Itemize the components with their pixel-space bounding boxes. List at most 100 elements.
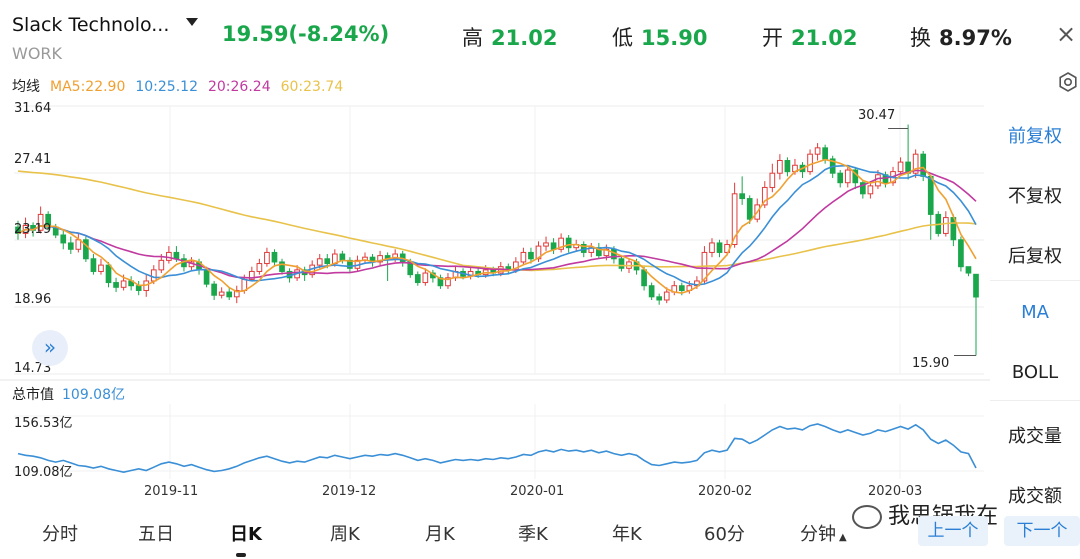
turnover-stat: 换 8.97% <box>910 22 1012 52</box>
candle-body <box>822 147 828 160</box>
open-value: 21.02 <box>791 26 858 50</box>
candle-body <box>897 161 904 173</box>
low-label: 低 <box>612 26 633 50</box>
candle-body <box>761 186 768 206</box>
candle-body <box>777 160 783 174</box>
menu-ma[interactable]: MA <box>1021 302 1049 323</box>
menu-unadjusted[interactable]: 不复权 <box>1008 186 1062 207</box>
candle-body <box>83 239 89 260</box>
min-price-marker: 15.90 <box>912 356 950 371</box>
candle-body <box>316 258 323 266</box>
tab-five-day[interactable]: 五日 <box>138 524 174 545</box>
ma10-line <box>17 164 977 286</box>
close-icon[interactable]: × <box>1056 20 1077 48</box>
tab-weekly-k[interactable]: 周K <box>330 524 360 545</box>
next-stock-button[interactable]: 下一个 <box>1004 516 1080 546</box>
candle-body <box>965 266 972 274</box>
low-value: 15.90 <box>641 26 708 50</box>
candle-body <box>656 296 663 301</box>
candle-body <box>973 273 979 298</box>
candle-body <box>694 280 700 287</box>
candle-body <box>558 237 564 250</box>
candle-body <box>837 172 844 184</box>
menu-volume[interactable]: 成交量 <box>1008 426 1062 447</box>
tab-monthly-k[interactable]: 月K <box>425 524 455 545</box>
max-price-marker: 30.47 <box>858 108 896 123</box>
menu-forward-adjusted[interactable]: 前复权 <box>1008 126 1062 147</box>
menu-boll[interactable]: BOLL <box>1011 362 1059 383</box>
candle-body <box>211 283 217 296</box>
tab-intraday[interactable]: 分时 <box>42 524 78 545</box>
candle-body <box>641 269 647 287</box>
ma-legend: 均线 MA5:22.90 10:25.12 20:26.24 60:23.74 <box>12 76 353 96</box>
low-stat: 低 15.90 <box>612 22 707 52</box>
candle-body <box>844 169 851 184</box>
tab-minute-label: 分钟 <box>800 524 836 545</box>
tab-daily-k[interactable]: 日K <box>230 524 262 545</box>
mktcap-line <box>17 423 977 474</box>
turnover-value: 8.97% <box>939 26 1012 50</box>
expand-chart-button[interactable]: » <box>32 330 68 366</box>
ma10-value: 10:25.12 <box>135 79 198 95</box>
candle-body <box>98 264 104 272</box>
price-axis-label: 14.73 <box>14 361 52 376</box>
candle-body <box>226 291 233 298</box>
tab-quarterly-k[interactable]: 季K <box>518 524 548 545</box>
candle-body <box>867 185 874 195</box>
gear-icon[interactable] <box>1058 72 1078 92</box>
candle-body <box>120 280 127 288</box>
candle-body <box>958 239 964 268</box>
mktcap-axis-bottom: 109.08亿 <box>14 465 73 480</box>
candle-body <box>875 174 881 187</box>
candle-body <box>45 213 52 228</box>
ma5-line <box>17 158 977 294</box>
x-axis-label: 2020-03 <box>868 484 923 499</box>
candle-body <box>445 277 451 287</box>
candle-body <box>746 198 753 220</box>
stock-name-dropdown[interactable]: Slack Technolo... <box>12 14 170 36</box>
x-axis-label: 2019-11 <box>144 484 199 499</box>
candle-body <box>166 251 172 261</box>
candle-body <box>256 263 263 272</box>
open-stat: 开 21.02 <box>762 22 857 52</box>
dropdown-caret-icon[interactable] <box>186 18 198 26</box>
candle-body <box>648 285 655 298</box>
turnover-label: 换 <box>910 26 931 50</box>
candle-body <box>150 269 157 282</box>
candle-body <box>271 251 278 263</box>
high-stat: 高 21.02 <box>462 22 557 52</box>
candle-body <box>324 258 331 265</box>
candle-body <box>784 160 791 173</box>
menu-backward-adjusted[interactable]: 后复权 <box>1008 246 1062 267</box>
period-tabs: 分时 五日 日K 周K 月K 季K 年K 60分 分钟 ▲ 上一个 下一个 <box>0 516 1080 557</box>
candle-body <box>543 242 549 247</box>
mktcap-axis-top: 156.53亿 <box>14 416 73 431</box>
wechat-icon <box>852 505 882 529</box>
tab-minute[interactable]: 分钟 ▲ <box>800 520 847 546</box>
high-value: 21.02 <box>491 26 558 50</box>
candle-body <box>37 213 44 231</box>
candle-body <box>203 269 210 285</box>
candle-body <box>731 193 738 246</box>
kline-chart[interactable] <box>0 96 990 516</box>
menu-turnover-amount[interactable]: 成交额 <box>1008 486 1062 507</box>
candle-body <box>339 253 346 261</box>
candle-body <box>173 251 180 260</box>
tab-60min[interactable]: 60分 <box>704 524 745 545</box>
candle-body <box>550 242 557 250</box>
candle-body <box>279 261 285 272</box>
candle-body <box>565 237 572 249</box>
candle-body <box>90 258 97 272</box>
tab-yearly-k[interactable]: 年K <box>612 524 642 545</box>
menu-divider <box>990 400 1080 401</box>
candle-body <box>807 153 813 173</box>
ma20-value: 20:26.24 <box>207 79 271 95</box>
candle-body <box>233 289 240 298</box>
candle-body <box>158 259 165 271</box>
price-axis-label: 23.19 <box>14 222 52 237</box>
candle-body <box>739 193 745 200</box>
candle-body <box>618 258 625 269</box>
prev-stock-button[interactable]: 上一个 <box>918 516 988 546</box>
mktcap-label: 总市值 <box>12 387 54 403</box>
price-axis-label: 18.96 <box>14 292 52 307</box>
